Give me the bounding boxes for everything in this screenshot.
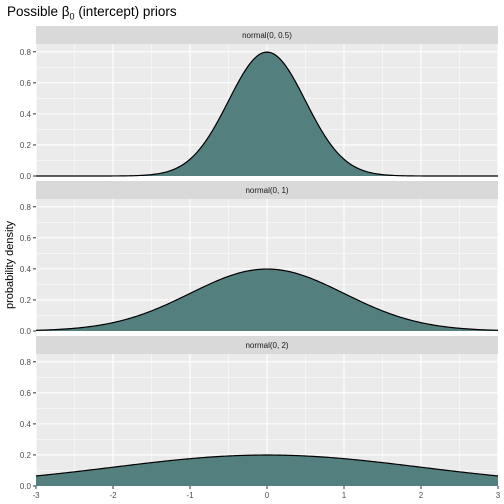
density-line-0 <box>36 51 498 177</box>
y-tick-label-1-1: 0.2 <box>20 296 32 305</box>
density-area-0 <box>36 52 498 177</box>
y-axis-title: probability density <box>4 220 16 309</box>
chart-title: Possible β0 (intercept) priors <box>7 4 177 22</box>
strip-0 <box>36 26 498 44</box>
strip-label-1: normal(0, 1) <box>245 186 288 195</box>
x-tick-label-4: 1 <box>342 491 347 500</box>
y-tick-label-2-2: 0.4 <box>20 420 32 429</box>
y-tick-label-1-4: 0.8 <box>20 203 32 212</box>
y-tick-label-2-4: 0.8 <box>20 358 32 367</box>
y-tick-label-0-0: 0.0 <box>20 172 32 181</box>
title-symbol: β <box>61 4 70 19</box>
y-tick-label-0-4: 0.8 <box>20 48 32 57</box>
density-line-1 <box>35 268 499 331</box>
density-line-2 <box>35 454 499 477</box>
density-area-1 <box>36 269 498 331</box>
title-subscript: 0 <box>69 11 75 22</box>
strip-label-0: normal(0, 0.5) <box>242 31 292 40</box>
strip-2 <box>36 336 498 354</box>
y-tick-label-0-1: 0.2 <box>20 141 32 150</box>
y-tick-label-1-3: 0.6 <box>20 234 32 243</box>
x-tick-label-6: 3 <box>496 491 501 500</box>
x-tick-label-5: 2 <box>419 491 424 500</box>
x-tick-label-1: -2 <box>109 491 117 500</box>
y-tick-label-0-2: 0.4 <box>20 110 32 119</box>
y-tick-label-2-1: 0.2 <box>20 451 32 460</box>
y-tick-label-0-3: 0.6 <box>20 79 32 88</box>
strip-1 <box>36 181 498 199</box>
x-tick-label-3: 0 <box>265 491 270 500</box>
y-tick-label-1-2: 0.4 <box>20 265 32 274</box>
x-tick-label-0: -3 <box>32 491 40 500</box>
y-tick-label-1-0: 0.0 <box>20 327 32 336</box>
y-tick-label-2-0: 0.0 <box>20 482 32 491</box>
y-tick-label-2-3: 0.6 <box>20 389 32 398</box>
strip-label-2: normal(0, 2) <box>245 341 288 350</box>
title-suffix: (intercept) priors <box>74 4 177 19</box>
x-tick-label-2: -1 <box>186 491 194 500</box>
title-prefix: Possible <box>7 4 62 19</box>
